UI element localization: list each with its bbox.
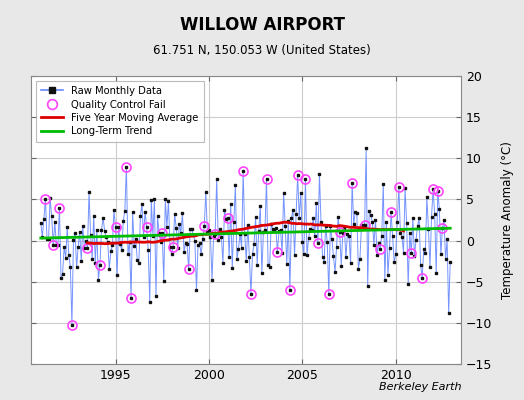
Text: WILLOW AIRPORT: WILLOW AIRPORT [180,16,344,34]
Text: 61.751 N, 150.053 W (United States): 61.751 N, 150.053 W (United States) [153,44,371,57]
Legend: Raw Monthly Data, Quality Control Fail, Five Year Moving Average, Long-Term Tren: Raw Monthly Data, Quality Control Fail, … [37,81,204,142]
Text: Berkeley Earth: Berkeley Earth [379,382,461,392]
Y-axis label: Temperature Anomaly (°C): Temperature Anomaly (°C) [501,141,514,299]
